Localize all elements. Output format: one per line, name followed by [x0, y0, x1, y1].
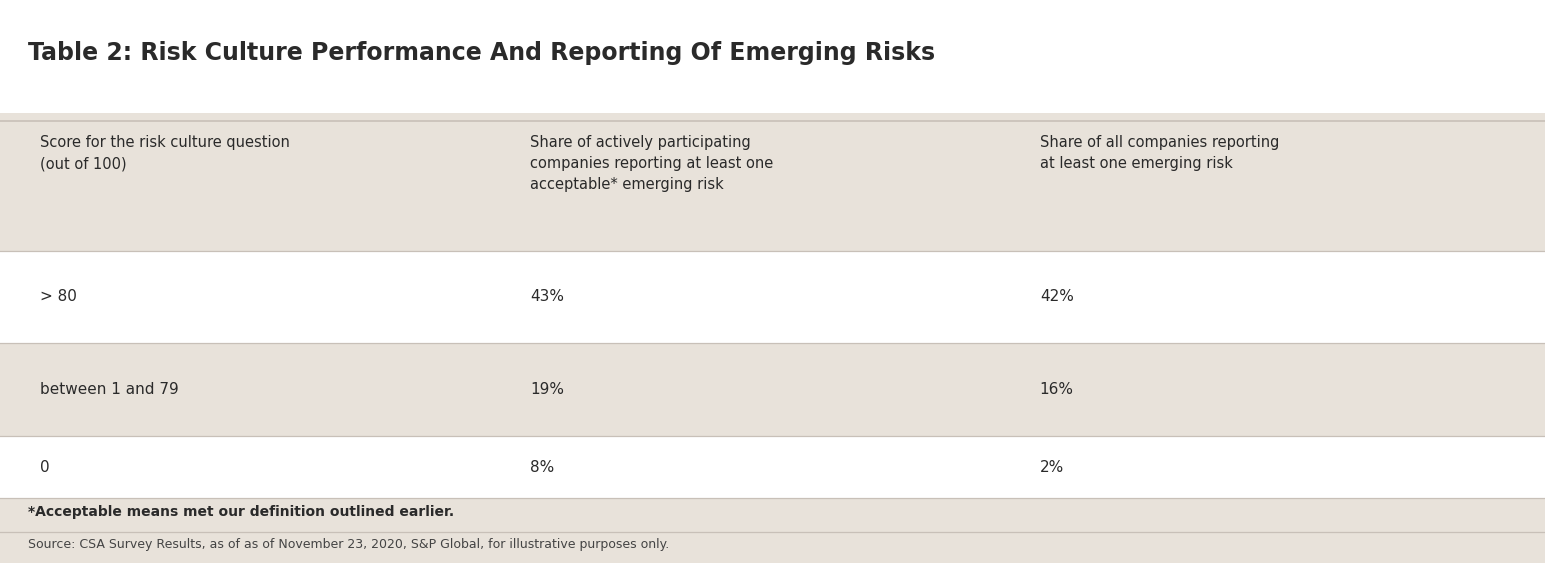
- Text: Score for the risk culture question
(out of 100): Score for the risk culture question (out…: [40, 135, 290, 171]
- Text: *Acceptable means met our definition outlined earlier.: *Acceptable means met our definition out…: [28, 505, 454, 519]
- Text: between 1 and 79: between 1 and 79: [40, 382, 179, 397]
- Text: Share of all companies reporting
at least one emerging risk: Share of all companies reporting at leas…: [1040, 135, 1279, 171]
- FancyBboxPatch shape: [0, 121, 1545, 251]
- Text: 19%: 19%: [530, 382, 564, 397]
- FancyBboxPatch shape: [0, 0, 1545, 113]
- Text: Source: CSA Survey Results, as of as of November 23, 2020, S&P Global, for illus: Source: CSA Survey Results, as of as of …: [28, 538, 669, 551]
- Text: 43%: 43%: [530, 289, 564, 305]
- Text: 2%: 2%: [1040, 460, 1065, 475]
- Text: Table 2: Risk Culture Performance And Reporting Of Emerging Risks: Table 2: Risk Culture Performance And Re…: [28, 42, 935, 65]
- FancyBboxPatch shape: [0, 251, 1545, 343]
- Text: 16%: 16%: [1040, 382, 1074, 397]
- FancyBboxPatch shape: [0, 343, 1545, 436]
- Text: 0: 0: [40, 460, 49, 475]
- Text: Share of actively participating
companies reporting at least one
acceptable* eme: Share of actively participating companie…: [530, 135, 772, 192]
- Text: 8%: 8%: [530, 460, 555, 475]
- Text: > 80: > 80: [40, 289, 77, 305]
- Text: 42%: 42%: [1040, 289, 1074, 305]
- FancyBboxPatch shape: [0, 436, 1545, 498]
